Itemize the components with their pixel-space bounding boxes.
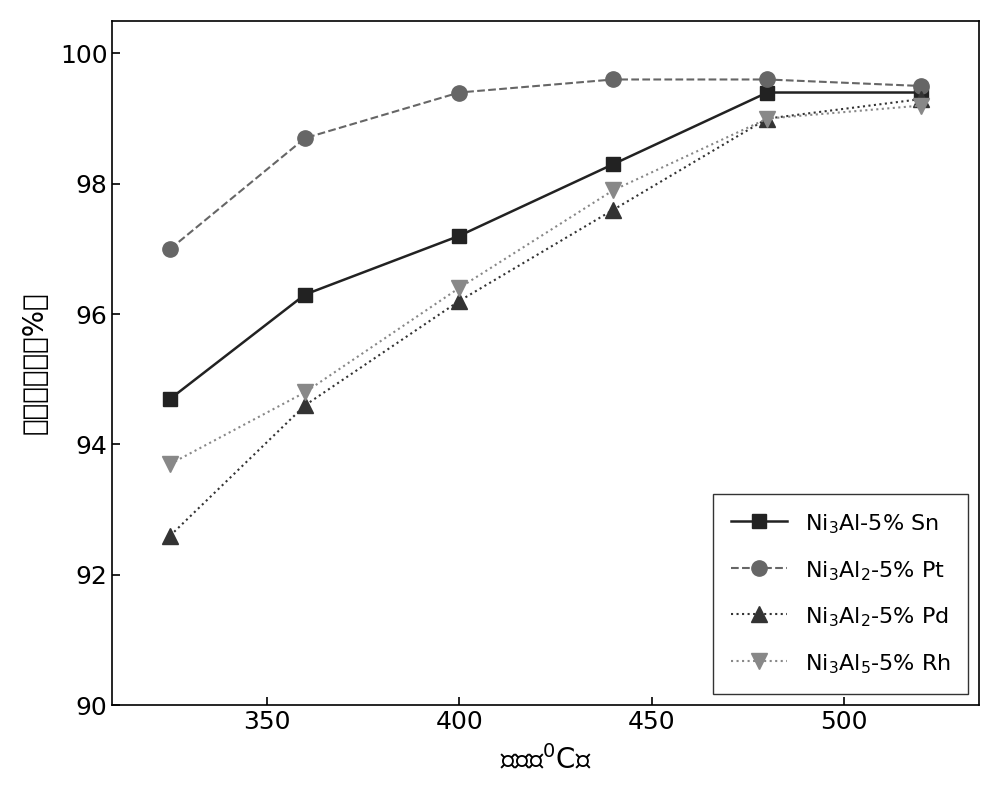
Ni$_3$Al-5% Sn xyxy=(164,394,176,404)
Ni$_3$Al$_5$-5% Rh xyxy=(915,101,927,111)
Ni$_3$Al$_2$-5% Pd xyxy=(607,205,619,215)
Ni$_3$Al$_2$-5% Pd xyxy=(453,296,465,306)
Ni$_3$Al$_2$-5% Pt xyxy=(299,134,311,143)
Ni$_3$Al$_5$-5% Rh xyxy=(607,185,619,195)
Y-axis label: 氪气选择率（%）: 氪气选择率（%） xyxy=(21,291,49,435)
Ni$_3$Al-5% Sn xyxy=(607,159,619,169)
Ni$_3$Al-5% Sn xyxy=(299,290,311,299)
Ni$_3$Al-5% Sn xyxy=(761,88,773,97)
Legend: Ni$_3$Al-5% Sn, Ni$_3$Al$_2$-5% Pt, Ni$_3$Al$_2$-5% Pd, Ni$_3$Al$_5$-5% Rh: Ni$_3$Al-5% Sn, Ni$_3$Al$_2$-5% Pt, Ni$_… xyxy=(713,494,968,694)
Ni$_3$Al$_2$-5% Pt xyxy=(761,75,773,84)
Line: Ni$_3$Al$_2$-5% Pt: Ni$_3$Al$_2$-5% Pt xyxy=(163,72,929,256)
Ni$_3$Al$_2$-5% Pt xyxy=(164,244,176,254)
Line: Ni$_3$Al$_2$-5% Pd: Ni$_3$Al$_2$-5% Pd xyxy=(163,92,929,544)
Ni$_3$Al$_2$-5% Pt xyxy=(453,88,465,97)
Ni$_3$Al$_5$-5% Rh xyxy=(761,114,773,123)
Ni$_3$Al$_2$-5% Pd xyxy=(761,114,773,123)
X-axis label: 温度（$^0$C）: 温度（$^0$C） xyxy=(500,745,592,775)
Ni$_3$Al$_2$-5% Pt xyxy=(915,81,927,91)
Line: Ni$_3$Al$_5$-5% Rh: Ni$_3$Al$_5$-5% Rh xyxy=(163,98,929,471)
Ni$_3$Al$_5$-5% Rh xyxy=(299,388,311,397)
Ni$_3$Al-5% Sn xyxy=(453,231,465,240)
Line: Ni$_3$Al-5% Sn: Ni$_3$Al-5% Sn xyxy=(163,86,928,406)
Ni$_3$Al-5% Sn xyxy=(915,88,927,97)
Ni$_3$Al$_2$-5% Pd xyxy=(299,400,311,410)
Ni$_3$Al$_2$-5% Pd xyxy=(915,94,927,103)
Ni$_3$Al$_5$-5% Rh xyxy=(164,459,176,469)
Ni$_3$Al$_5$-5% Rh xyxy=(453,283,465,293)
Ni$_3$Al$_2$-5% Pd xyxy=(164,531,176,540)
Ni$_3$Al$_2$-5% Pt xyxy=(607,75,619,84)
